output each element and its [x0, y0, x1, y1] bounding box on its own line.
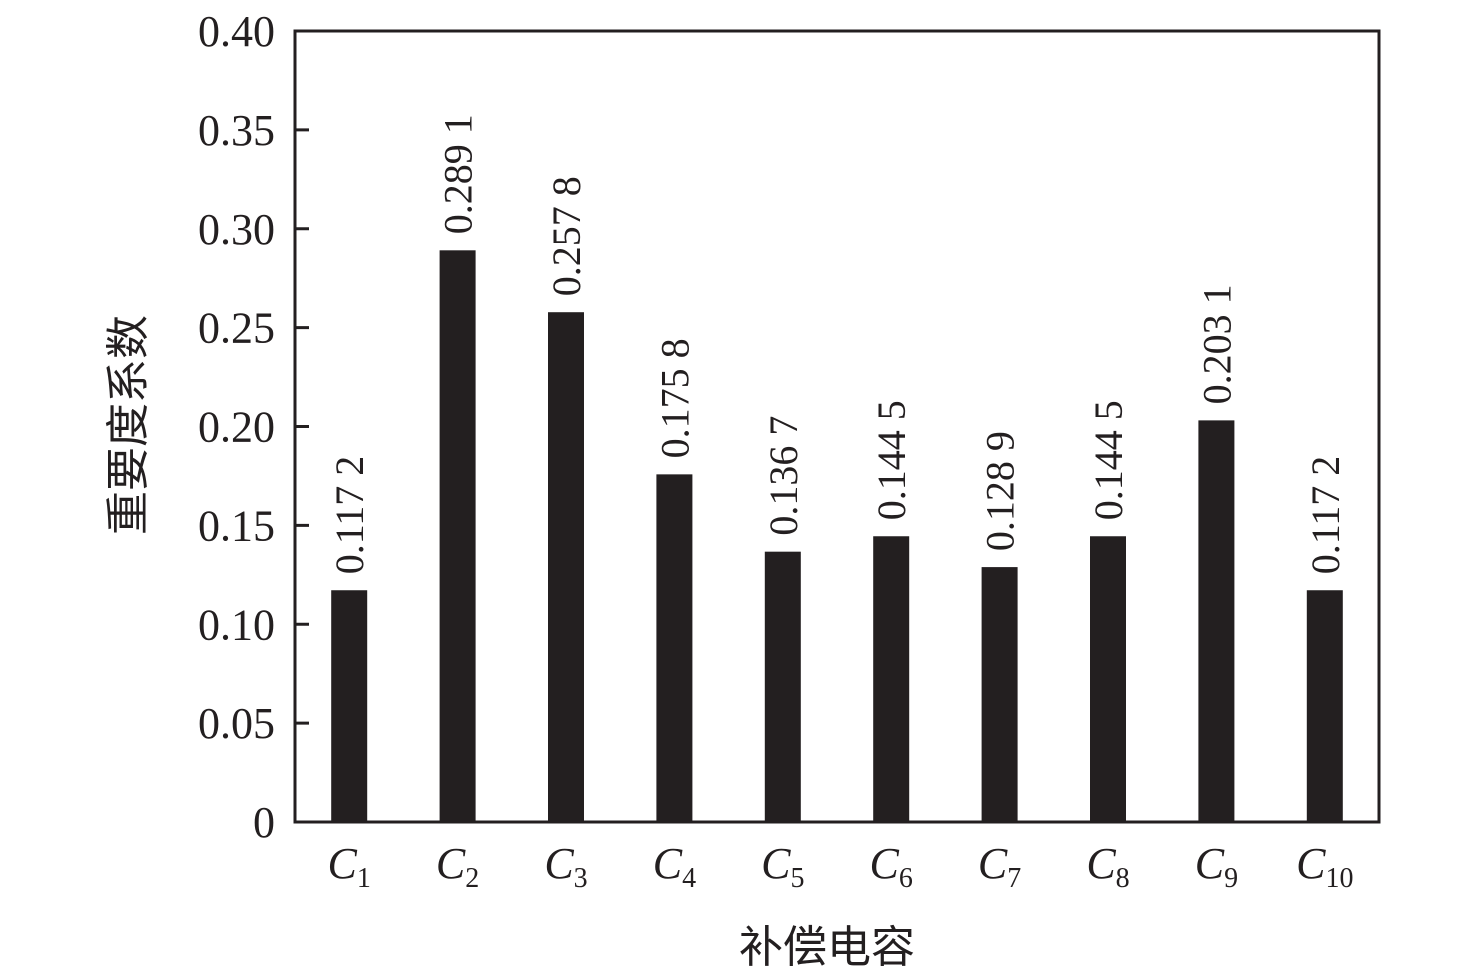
bar [1090, 536, 1126, 822]
data-label: 0.203 1 [1194, 284, 1239, 404]
x-tick-label-main: C [978, 839, 1008, 888]
x-tick-label: C7 [978, 839, 1021, 894]
x-tick-label-main: C [436, 839, 466, 888]
data-label: 0.289 1 [436, 114, 481, 234]
x-tick-label-main: C [328, 839, 358, 888]
x-tick-label: C4 [653, 839, 696, 894]
data-label: 0.117 2 [1303, 456, 1348, 575]
x-tick-label-subscript: 10 [1325, 863, 1353, 894]
x-tick-label-main: C [761, 839, 791, 888]
bar [1198, 420, 1235, 822]
x-tick-label-subscript: 8 [1116, 863, 1130, 894]
x-tick-label-subscript: 4 [682, 863, 696, 894]
x-tick-label: C2 [436, 839, 479, 894]
x-tick-label-main: C [1086, 839, 1116, 888]
x-tick-label-subscript: 1 [357, 863, 371, 894]
x-tick-label: C9 [1195, 839, 1238, 894]
y-axis-title: 重要度系数 [103, 315, 154, 535]
data-label: 0.144 5 [1086, 400, 1131, 520]
x-tick-label-main: C [544, 839, 574, 888]
data-label: 0.136 7 [761, 416, 806, 536]
bar [873, 536, 910, 822]
x-tick-label-main: C [653, 839, 683, 888]
y-tick-label: 0.40 [198, 7, 275, 56]
y-tick-label: 0.35 [198, 106, 275, 155]
plot-area: 0 0.05 0.10 0.15 0.20 0.25 0.30 0.35 0.40 0.117 2… [198, 7, 1381, 894]
x-tick-label: C1 [328, 839, 371, 894]
x-tick-label: C5 [761, 839, 804, 894]
data-label: 0.144 5 [869, 400, 914, 520]
x-tick-label: C10 [1296, 839, 1353, 894]
x-tick-label: C6 [870, 839, 913, 894]
bar [331, 590, 368, 822]
data-label: 0.117 2 [327, 456, 372, 575]
x-tick-label-subscript: 5 [790, 863, 804, 894]
data-label: 0.257 8 [544, 176, 589, 296]
x-tick-label-subscript: 6 [899, 863, 913, 894]
x-tick-label-main: C [870, 839, 900, 888]
y-tick-label: 0.15 [198, 501, 275, 550]
bar [439, 250, 476, 822]
data-label: 0.128 9 [978, 431, 1023, 551]
x-tick-label-main: C [1296, 839, 1326, 888]
y-tick-label: 0 [253, 798, 275, 847]
x-tick-label: C3 [544, 839, 587, 894]
x-axis-title: 补偿电容 [739, 922, 915, 973]
bar [981, 567, 1018, 822]
bar [1306, 590, 1343, 822]
x-tick-label-subscript: 7 [1007, 863, 1021, 894]
x-tick-label-subscript: 3 [574, 863, 588, 894]
x-tick-label-subscript: 9 [1224, 863, 1238, 894]
y-tick-label: 0.20 [198, 403, 275, 452]
bar [764, 551, 801, 822]
y-tick-label: 0.10 [198, 600, 275, 649]
data-label: 0.175 8 [652, 338, 697, 458]
y-tick-label: 0.25 [198, 304, 275, 353]
y-tick-label: 0.05 [198, 699, 275, 748]
x-tick-label-subscript: 2 [465, 863, 479, 894]
y-tick-label: 0.30 [198, 205, 275, 254]
bar [656, 474, 693, 822]
x-tick-label: C8 [1086, 839, 1129, 894]
x-tick-label-main: C [1195, 839, 1225, 888]
bar [548, 312, 584, 822]
